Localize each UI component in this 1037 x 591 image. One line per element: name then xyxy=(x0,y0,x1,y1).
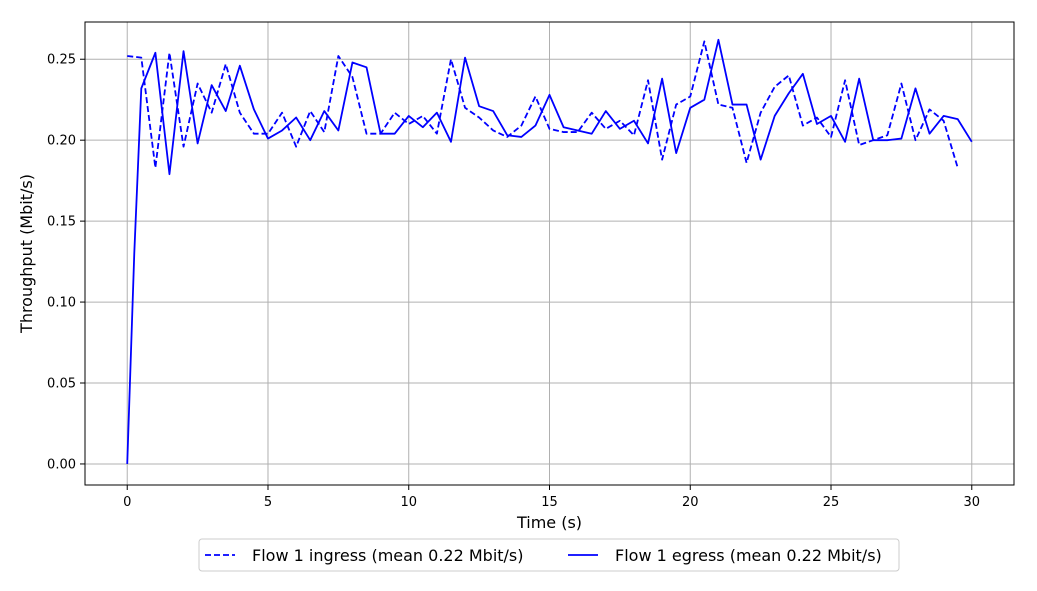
y-axis-label: Throughput (Mbit/s) xyxy=(17,174,36,334)
x-tick-label: 25 xyxy=(823,495,840,510)
grid-lines xyxy=(85,22,1014,485)
x-tick-label: 0 xyxy=(123,495,131,510)
x-tick-label: 5 xyxy=(264,495,272,510)
y-tick-label: 0.20 xyxy=(47,134,76,149)
legend-label-ingress: Flow 1 ingress (mean 0.22 Mbit/s) xyxy=(252,546,524,565)
y-tick-label: 0.15 xyxy=(47,215,76,230)
x-axis-label: Time (s) xyxy=(516,513,582,532)
axis-ticks: 0 5 10 15 20 25 30 0.00 0.05 0.10 0.15 0.20 0.25 xyxy=(47,53,980,510)
x-tick-label: 30 xyxy=(963,495,980,510)
y-tick-label: 0.00 xyxy=(47,457,76,472)
legend-box xyxy=(198,538,900,572)
egress-series-line xyxy=(126,38,973,464)
series-lines xyxy=(126,38,973,464)
legend: Flow 1 ingress (mean 0.22 Mbit/s) Flow 1… xyxy=(198,538,900,572)
y-tick-label: 0.05 xyxy=(47,377,76,392)
x-tick-label: 10 xyxy=(400,495,417,510)
y-tick-label: 0.10 xyxy=(47,296,76,311)
x-tick-label: 20 xyxy=(682,495,699,510)
legend-label-egress: Flow 1 egress (mean 0.22 Mbit/s) xyxy=(615,546,882,565)
y-tick-label: 0.25 xyxy=(47,53,76,68)
x-tick-label: 15 xyxy=(541,495,558,510)
